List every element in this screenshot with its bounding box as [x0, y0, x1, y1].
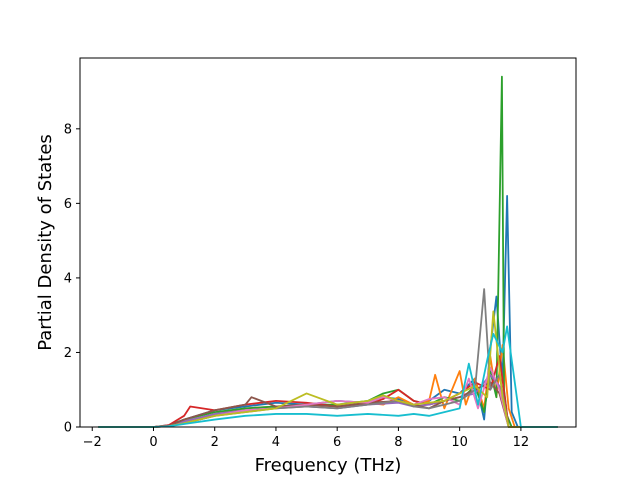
y-tick-label: 4 — [64, 271, 72, 286]
x-axis-ticks: −2 0 2 4 6 8 10 12 — [83, 427, 530, 450]
y-tick-label: 8 — [64, 122, 72, 137]
x-tick-label: 8 — [394, 435, 402, 450]
y-tick-label: 6 — [64, 197, 72, 212]
y-tick-label: 2 — [64, 346, 72, 361]
x-tick-label: 4 — [272, 435, 280, 450]
x-tick-label: 0 — [149, 435, 157, 450]
y-tick-label: 0 — [64, 421, 72, 436]
x-tick-label: −2 — [83, 435, 102, 450]
x-tick-label: 6 — [333, 435, 341, 450]
y-axis-label: Partial Density of States — [35, 134, 56, 351]
series-layer — [98, 75, 558, 428]
axes-frame — [79, 57, 577, 428]
x-tick-label: 12 — [513, 435, 530, 450]
x-axis-label: Frequency (THz) — [255, 455, 402, 476]
series-line-10 — [98, 325, 558, 428]
x-tick-label: 2 — [211, 435, 219, 450]
series-line-9 — [98, 310, 558, 428]
y-axis-ticks: 0 2 4 6 8 — [64, 122, 80, 436]
x-tick-label: 10 — [451, 435, 468, 450]
